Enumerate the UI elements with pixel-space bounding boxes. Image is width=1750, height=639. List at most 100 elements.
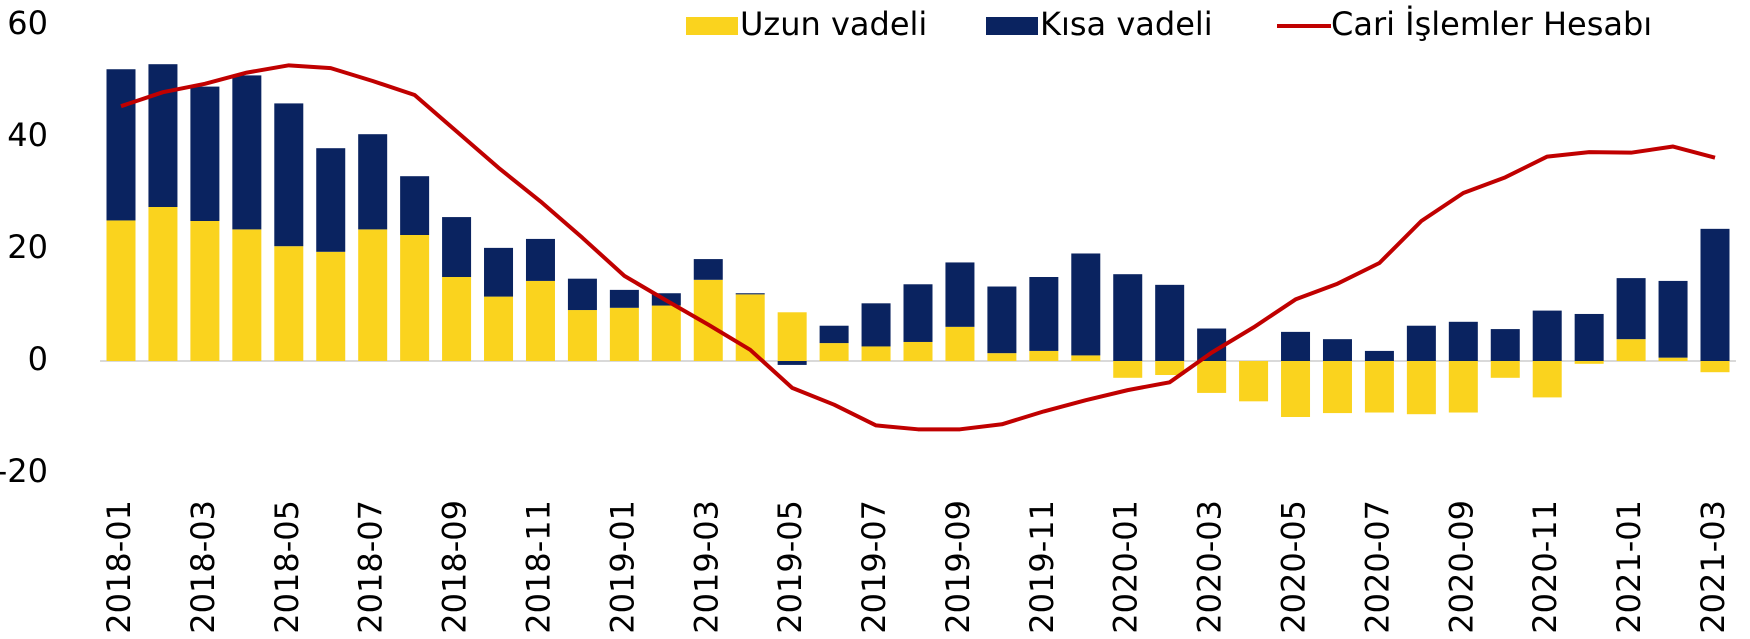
bar — [903, 284, 933, 342]
bar — [106, 69, 136, 221]
x-tick-label: 2018-05 — [268, 500, 306, 634]
bar — [861, 303, 891, 347]
bar — [442, 217, 472, 277]
x-tick-label: 2018-03 — [184, 500, 222, 634]
bar — [1406, 361, 1436, 415]
bar — [1155, 361, 1185, 375]
bar — [1700, 361, 1730, 373]
x-tick-label: 2018-11 — [519, 500, 557, 634]
bar — [1700, 228, 1730, 361]
x-tick-label: 2019-01 — [603, 500, 641, 634]
y-tick-label: 40 — [7, 116, 48, 154]
bar — [1322, 339, 1352, 361]
x-tick-label: 2020-01 — [1107, 500, 1145, 634]
bar — [609, 289, 639, 308]
x-tick-label: 2021-01 — [1610, 500, 1648, 634]
bar — [1155, 284, 1185, 361]
bar — [567, 310, 597, 361]
bar — [525, 280, 555, 361]
legend-label: Uzun vadeli — [740, 5, 927, 43]
bar — [190, 221, 220, 361]
x-tick-label: 2019-05 — [771, 500, 809, 634]
bar — [442, 277, 472, 361]
bar — [1448, 361, 1478, 413]
bar — [1490, 329, 1520, 361]
bar — [1532, 310, 1562, 361]
bar — [1364, 350, 1394, 361]
x-tick-label: 2018-09 — [436, 500, 474, 634]
x-tick-label: 2019-11 — [1023, 500, 1061, 634]
bar — [1574, 313, 1604, 361]
bar — [232, 75, 262, 230]
bar — [1281, 361, 1311, 417]
bar — [1406, 325, 1436, 361]
bar — [693, 259, 723, 280]
bar — [609, 307, 639, 361]
bar — [1197, 361, 1227, 393]
bar — [274, 246, 304, 361]
bar — [1364, 361, 1394, 413]
x-tick-label: 2021-03 — [1694, 500, 1732, 634]
bar — [1616, 278, 1646, 340]
y-tick-label: -20 — [0, 452, 48, 490]
bar — [945, 326, 975, 361]
legend-label: Kısa vadeli — [1040, 5, 1213, 43]
bar — [1281, 331, 1311, 361]
x-tick-label: 2018-01 — [100, 500, 138, 634]
bar — [819, 325, 849, 344]
bar — [358, 134, 388, 230]
bar — [1239, 361, 1269, 402]
bar — [1029, 277, 1059, 351]
bar — [819, 343, 849, 361]
bar — [106, 220, 136, 361]
x-tick-label: 2020-05 — [1275, 500, 1313, 634]
bar — [987, 353, 1017, 361]
x-tick-label: 2019-03 — [687, 500, 725, 634]
bar — [316, 148, 346, 252]
bar — [903, 341, 933, 361]
bar — [1071, 253, 1101, 356]
y-tick-label: 20 — [7, 228, 48, 266]
bar — [148, 207, 178, 361]
bar — [567, 278, 597, 311]
bar — [651, 305, 681, 361]
bar — [1658, 280, 1688, 358]
legend-swatch — [986, 17, 1038, 35]
bar — [274, 103, 304, 247]
y-tick-label: 0 — [28, 340, 48, 378]
x-tick-label: 2020-07 — [1358, 500, 1396, 634]
bar — [1029, 350, 1059, 361]
x-tick-label: 2019-07 — [855, 500, 893, 634]
x-tick-label: 2018-07 — [352, 500, 390, 634]
bar — [945, 262, 975, 327]
x-tick-label: 2020-11 — [1526, 500, 1564, 634]
bar — [777, 361, 807, 365]
x-tick-label: 2020-03 — [1191, 500, 1229, 634]
bar — [777, 312, 807, 361]
bar — [316, 251, 346, 361]
bar — [861, 346, 891, 361]
line — [120, 63, 1716, 432]
legend-swatch — [686, 17, 738, 35]
bar — [484, 296, 514, 361]
bar — [1322, 361, 1352, 414]
bar — [1113, 274, 1143, 361]
bar — [1616, 339, 1646, 361]
x-tick-label: 2019-09 — [939, 500, 977, 634]
bar — [1532, 361, 1562, 398]
bar — [735, 293, 765, 295]
bar — [148, 64, 178, 207]
bar — [400, 235, 430, 361]
bar — [232, 229, 262, 361]
bar — [190, 86, 220, 221]
bar — [1113, 361, 1143, 378]
y-tick-label: 60 — [7, 4, 48, 42]
bar — [987, 286, 1017, 354]
bar — [1658, 357, 1688, 361]
bar — [358, 229, 388, 361]
bar — [400, 176, 430, 235]
bar — [1490, 361, 1520, 378]
bar — [525, 238, 555, 281]
x-tick-label: 2020-09 — [1442, 500, 1480, 634]
